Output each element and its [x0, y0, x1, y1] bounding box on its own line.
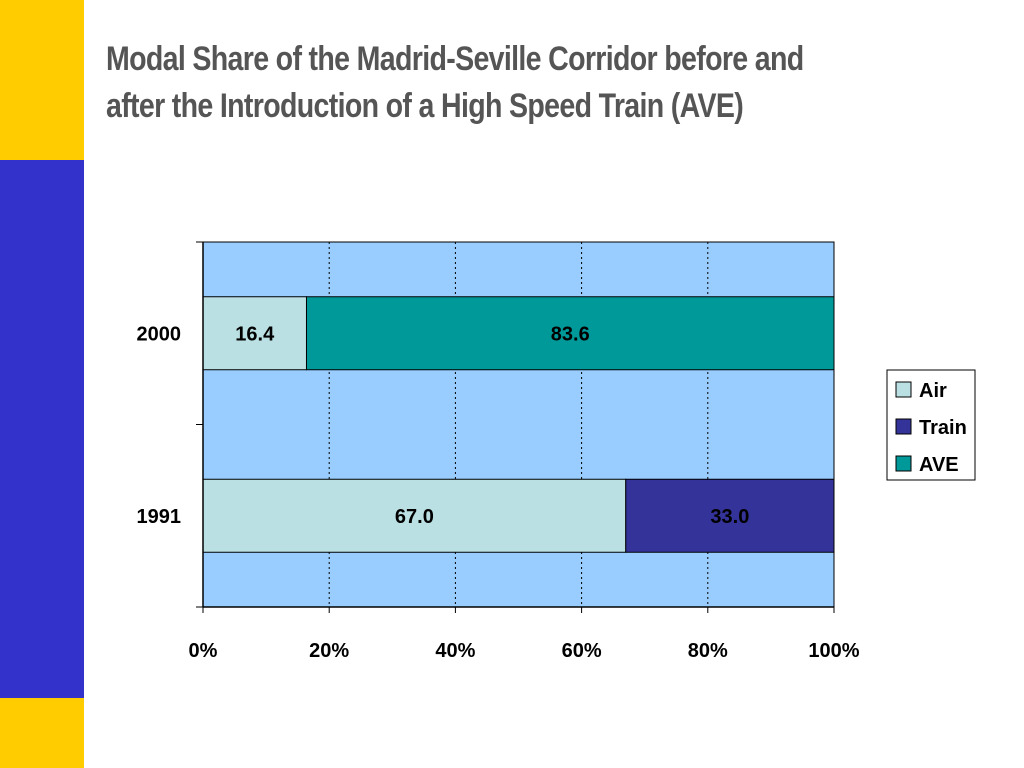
legend-swatch-ave: [895, 455, 912, 472]
sidebar-bottom-band: [0, 698, 84, 768]
y-tick-label: 1991: [137, 506, 182, 528]
x-tick-label: 20%: [309, 640, 349, 662]
legend-swatch-train: [895, 418, 912, 435]
y-tick-label: 2000: [137, 323, 182, 345]
data-label: 67.0: [395, 506, 434, 528]
legend-label-train: Train: [919, 417, 967, 439]
x-tick-label: 60%: [562, 640, 602, 662]
bar-air-1991: [202, 478, 627, 553]
data-label: 33.0: [710, 506, 749, 528]
x-tick-label: 0%: [189, 640, 218, 662]
data-label: 16.4: [235, 323, 275, 345]
title-line-1: Modal Share of the Madrid-Seville Corrid…: [106, 40, 804, 78]
slide-title: Modal Share of the Madrid-Seville Corrid…: [106, 36, 845, 130]
legend-label-air: Air: [919, 380, 947, 402]
legend-swatch-air: [895, 381, 912, 398]
data-label: 83.6: [551, 323, 590, 345]
bar-ave-2000: [305, 296, 835, 371]
legend-label-ave: AVE: [919, 454, 959, 476]
sidebar-middle-band: [0, 160, 84, 698]
x-tick-label: 100%: [808, 640, 859, 662]
sidebar-top-band: [0, 0, 84, 160]
title-line-2: after the Introduction of a High Speed T…: [106, 87, 744, 125]
x-tick-label: 40%: [435, 640, 475, 662]
x-tick-label: 80%: [688, 640, 728, 662]
bar-air-2000: [202, 296, 307, 371]
